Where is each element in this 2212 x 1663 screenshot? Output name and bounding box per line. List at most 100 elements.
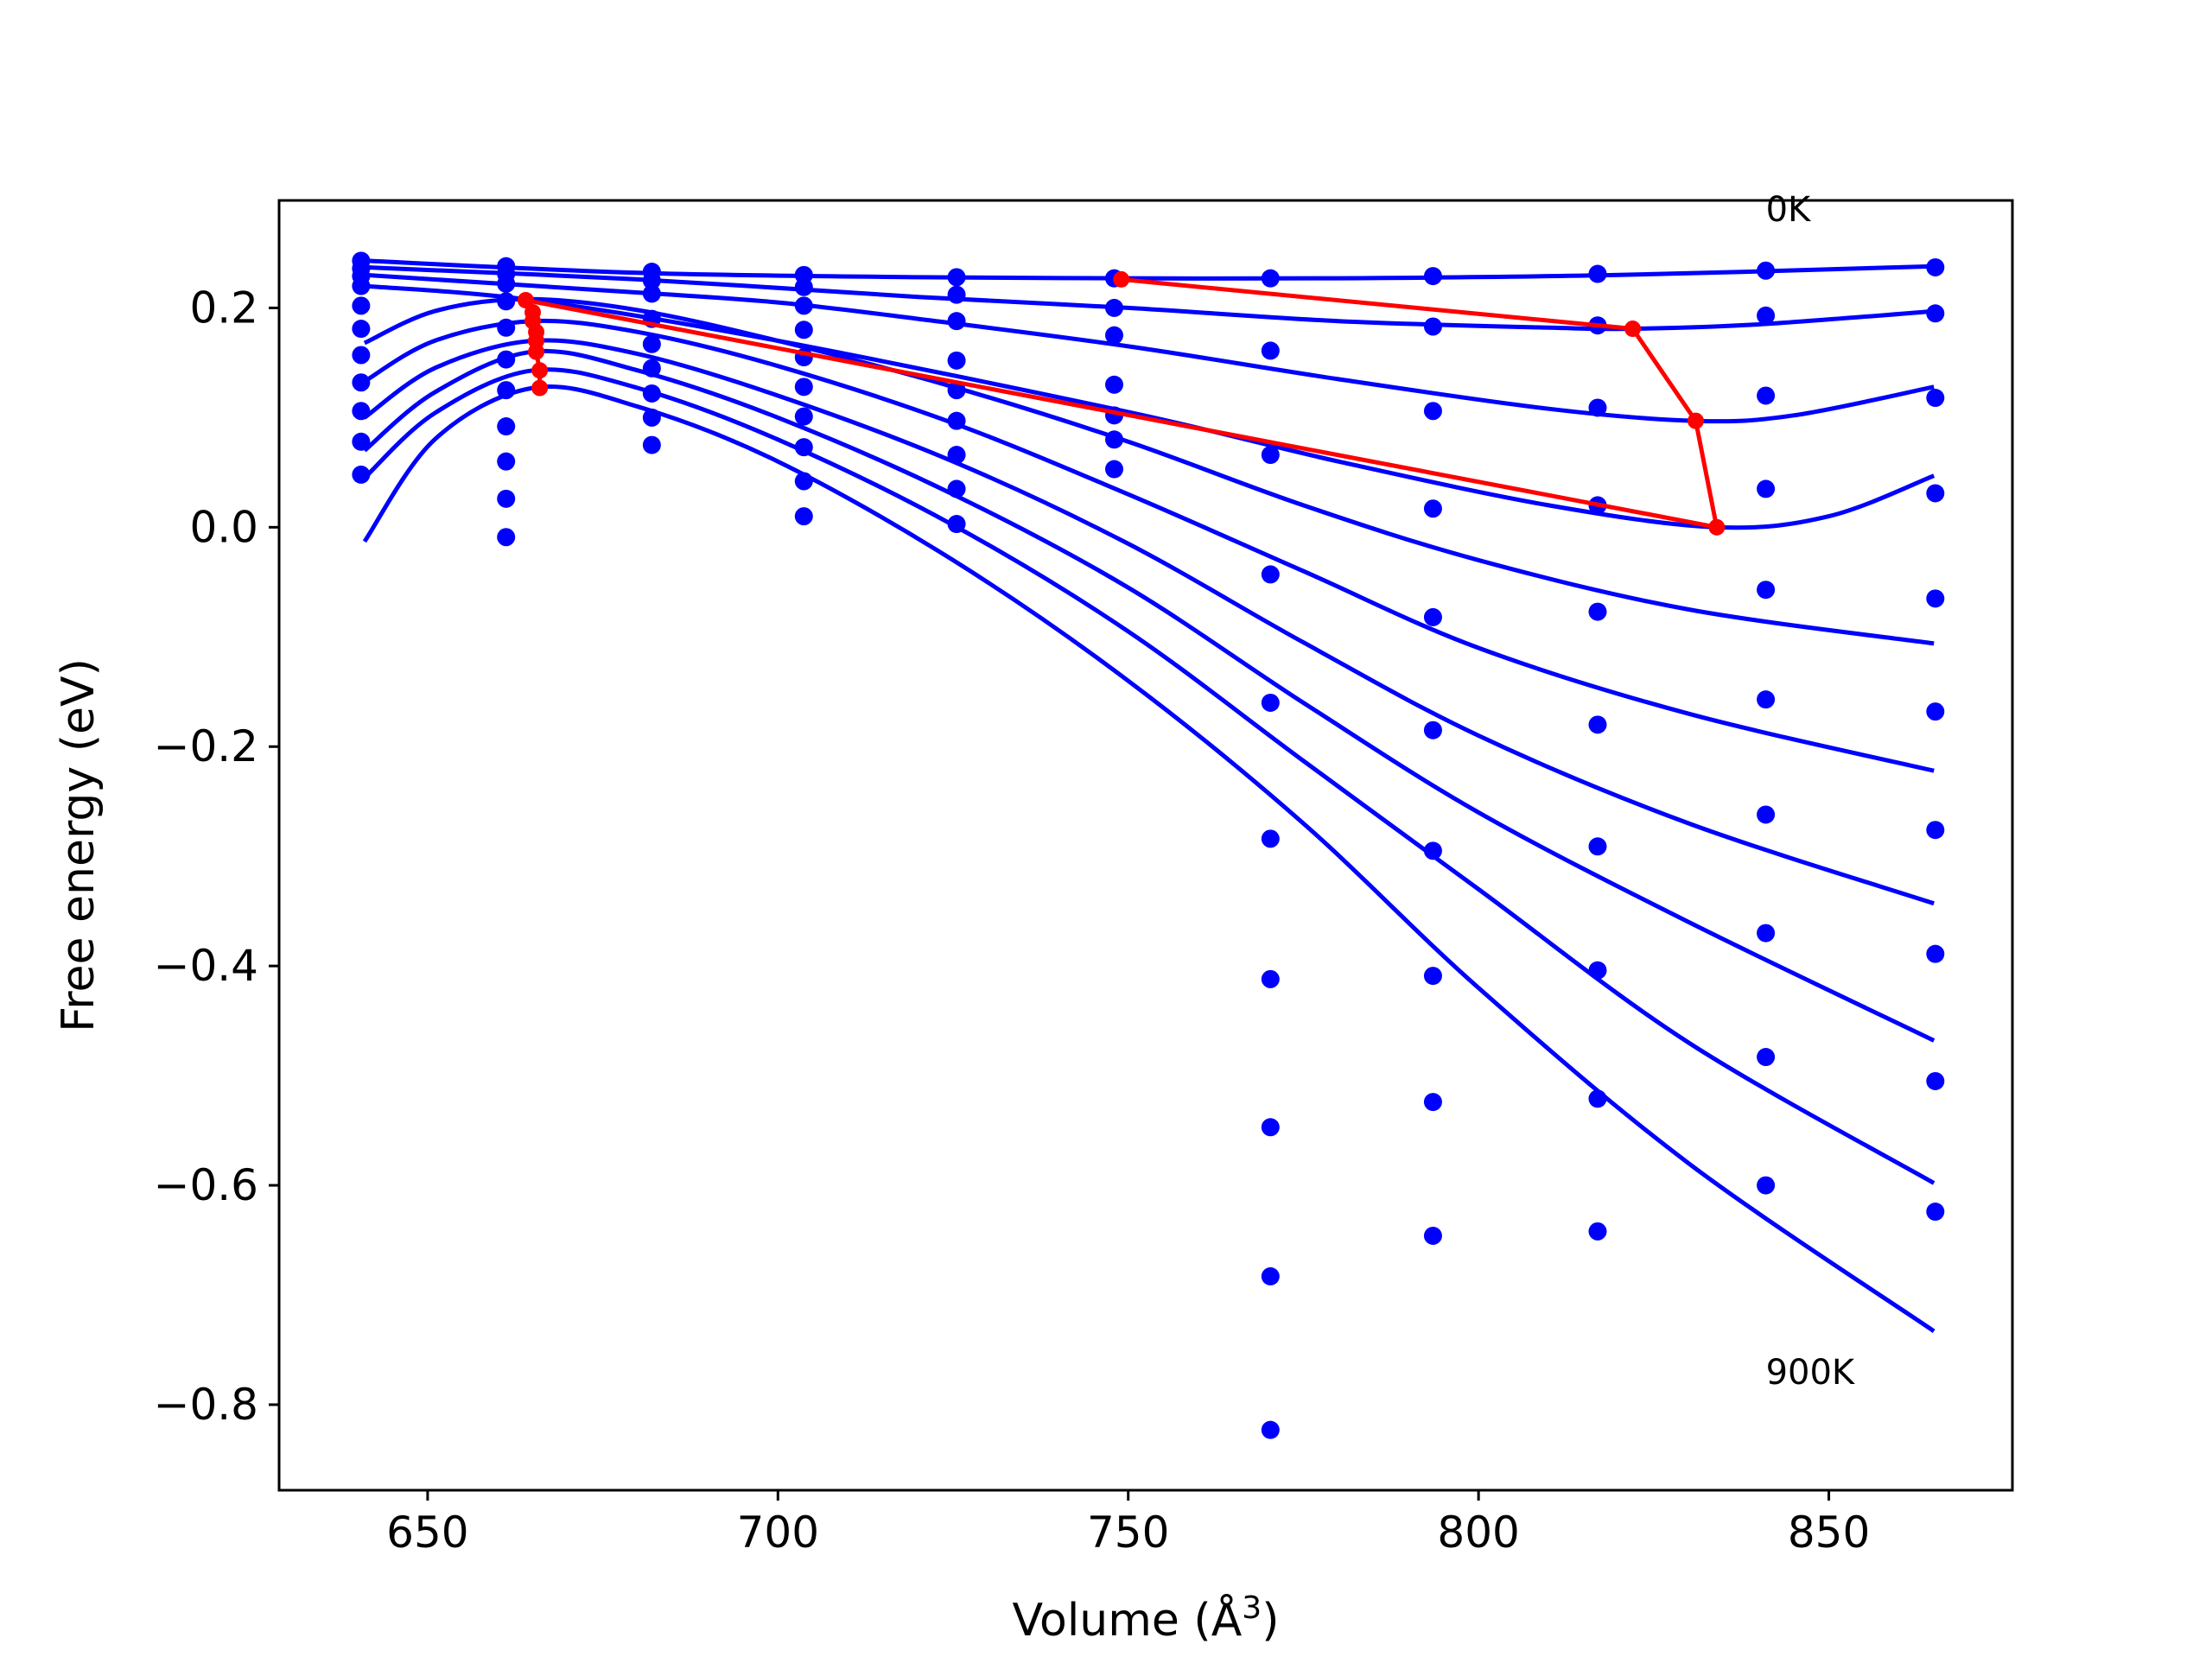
x-tick-label: 700 — [737, 1507, 819, 1558]
y-axis-ticks: 0.2 0.0 −0.2 −0.4 −0.6 −0.8 — [154, 282, 279, 1430]
minimum-point — [1708, 518, 1726, 536]
minimum-point — [531, 379, 549, 397]
data-point — [497, 417, 516, 436]
data-point — [947, 285, 966, 304]
data-point — [642, 435, 661, 454]
data-point — [1757, 261, 1776, 280]
x-tick-label: 750 — [1087, 1507, 1169, 1558]
data-point — [497, 274, 516, 293]
data-point — [1757, 805, 1776, 824]
data-point — [1757, 690, 1776, 709]
data-point — [1423, 317, 1442, 336]
data-point — [1926, 304, 1945, 323]
minimum-point — [1113, 270, 1130, 288]
data-point — [497, 452, 516, 471]
minimum-point — [1688, 412, 1705, 429]
data-point — [1261, 1266, 1280, 1285]
data-point — [947, 381, 966, 400]
data-point — [947, 411, 966, 430]
data-point — [1423, 499, 1442, 518]
fit-curve — [364, 272, 1935, 424]
data-point — [1423, 1093, 1442, 1112]
data-point — [1423, 1226, 1442, 1245]
data-point — [947, 312, 966, 331]
x-tick-label: 850 — [1788, 1507, 1870, 1558]
annotation-layer: 0K 900K — [1766, 190, 1856, 1393]
data-point — [1926, 589, 1945, 608]
plot-frame — [277, 199, 2014, 1492]
data-point — [1757, 1048, 1776, 1067]
data-point — [1105, 460, 1124, 479]
y-tick-label: −0.2 — [154, 721, 258, 771]
data-point — [1261, 693, 1280, 712]
data-point — [947, 268, 966, 287]
minimum-point — [517, 292, 534, 309]
data-point — [1105, 326, 1124, 345]
y-tick-label: 0.2 — [189, 282, 258, 333]
data-point — [1423, 967, 1442, 986]
minimum-point — [528, 343, 545, 360]
data-point — [1261, 341, 1280, 360]
data-point — [794, 321, 813, 340]
data-point — [1926, 257, 1945, 276]
data-point — [1588, 602, 1607, 621]
data-point — [352, 346, 371, 365]
minimum-point — [1624, 321, 1642, 338]
x-axis-title-close: ) — [1262, 1595, 1279, 1647]
data-point — [642, 284, 661, 303]
data-point — [497, 489, 516, 508]
data-point — [1105, 375, 1124, 394]
data-point — [1926, 1203, 1945, 1222]
data-point — [352, 432, 371, 451]
minimum-point — [531, 362, 549, 379]
x-tick-label: 800 — [1437, 1507, 1519, 1558]
data-point — [1261, 1118, 1280, 1137]
data-point — [1757, 1176, 1776, 1195]
x-axis-title: Volume (Å3) — [1013, 1590, 1280, 1647]
data-point — [1926, 702, 1945, 721]
data-point — [1261, 969, 1280, 988]
data-point — [947, 479, 966, 498]
y-tick-label: −0.8 — [154, 1380, 258, 1430]
data-point — [352, 402, 371, 421]
data-point — [1261, 446, 1280, 465]
data-point — [1926, 821, 1945, 840]
data-point — [1261, 565, 1280, 584]
data-point — [1757, 479, 1776, 498]
y-tick-label: −0.4 — [154, 941, 258, 991]
x-tick-label: 650 — [386, 1507, 468, 1558]
data-point — [1757, 306, 1776, 325]
data-point — [1261, 1420, 1280, 1439]
data-point — [1105, 430, 1124, 449]
data-point — [1926, 944, 1945, 963]
x-axis-ticks: 650 700 750 800 850 — [386, 1490, 1870, 1558]
data-point — [794, 277, 813, 296]
data-point — [1423, 402, 1442, 421]
data-point — [642, 334, 661, 353]
data-point — [794, 507, 813, 526]
data-point — [1423, 720, 1442, 739]
data-point — [947, 515, 966, 534]
data-point — [947, 446, 966, 465]
data-point — [794, 378, 813, 397]
data-point — [1926, 1071, 1945, 1090]
data-point — [1105, 298, 1124, 317]
data-point — [1926, 389, 1945, 408]
data-point — [1588, 264, 1607, 283]
x-axis-title-superscript: 3 — [1242, 1590, 1262, 1626]
data-point — [1588, 398, 1607, 417]
data-point — [642, 271, 661, 290]
y-axis-title: Free energy (eV) — [53, 658, 105, 1032]
data-point — [1261, 829, 1280, 848]
y-tick-label: −0.6 — [154, 1160, 258, 1210]
data-point — [497, 528, 516, 547]
data-point — [1926, 484, 1945, 503]
data-point — [794, 407, 813, 426]
data-point — [1757, 386, 1776, 405]
data-point — [1757, 581, 1776, 600]
data-point — [352, 465, 371, 484]
data-point — [1423, 607, 1442, 626]
data-point — [947, 351, 966, 370]
